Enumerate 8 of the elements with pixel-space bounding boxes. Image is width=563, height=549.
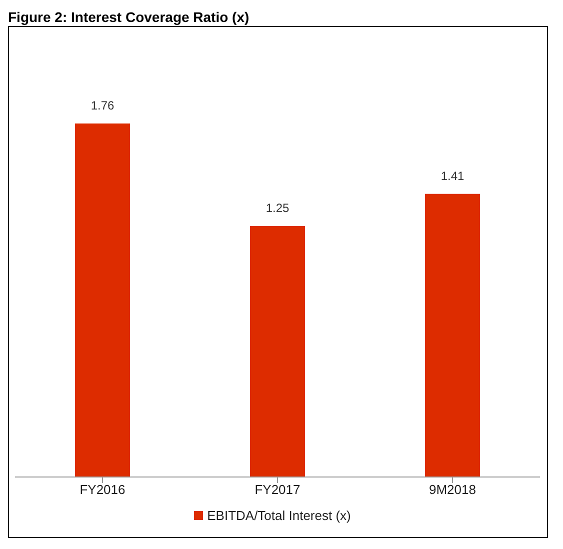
x-tick-label: 9M2018 <box>429 482 476 498</box>
chart-title: Figure 2: Interest Coverage Ratio (x) <box>8 8 250 26</box>
data-label: 1.25 <box>266 200 290 215</box>
x-tick-label: FY2017 <box>254 482 300 498</box>
data-label: 1.76 <box>90 98 114 113</box>
legend-label: EBITDA/Total Interest (x) <box>207 508 351 523</box>
data-label: 1.41 <box>440 168 464 183</box>
x-tick-label: FY2016 <box>80 482 126 498</box>
